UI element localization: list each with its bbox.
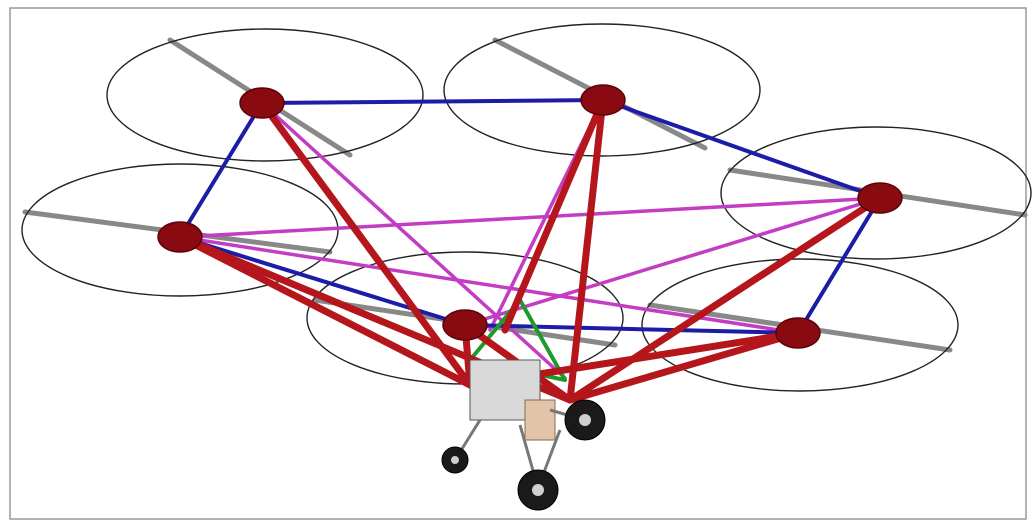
motor-hub bbox=[443, 310, 487, 340]
wheel-hub bbox=[451, 456, 459, 464]
page: Hexacopter frame render {} html, body { … bbox=[0, 0, 1032, 525]
seat bbox=[525, 400, 555, 440]
wheel-hub bbox=[532, 484, 544, 496]
motor-hub bbox=[240, 88, 284, 118]
motor-hub bbox=[858, 183, 902, 213]
motor-hub bbox=[581, 85, 625, 115]
wheel-hub bbox=[579, 414, 591, 426]
page-body bbox=[0, 0, 1032, 525]
render bbox=[0, 0, 1032, 525]
motor-hub bbox=[776, 318, 820, 348]
frame-border bbox=[10, 8, 1026, 519]
motor-hub bbox=[158, 222, 202, 252]
